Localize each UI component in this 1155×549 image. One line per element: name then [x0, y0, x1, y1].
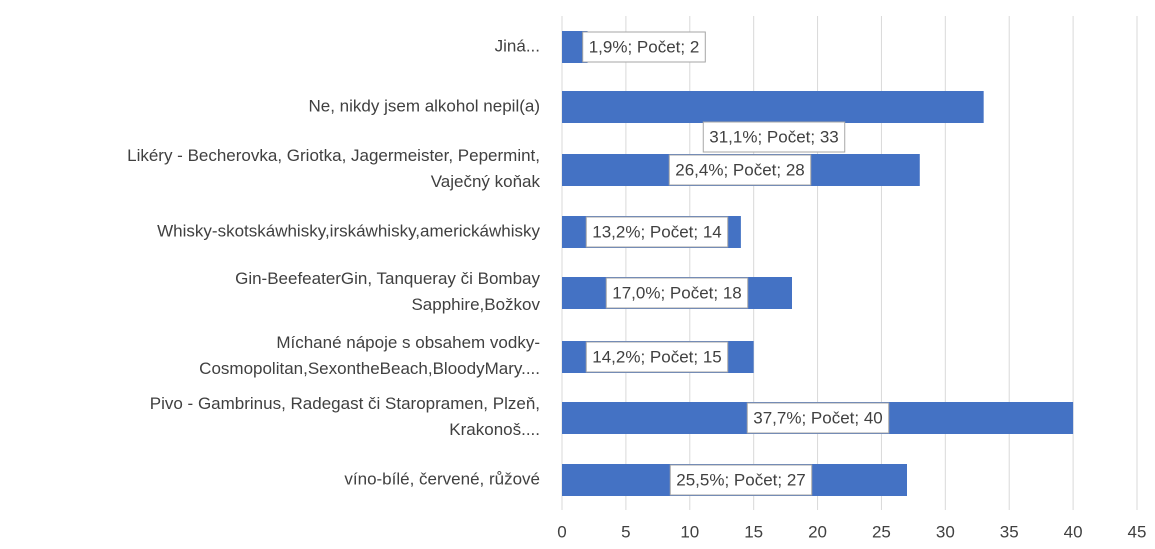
data-label-box [582, 31, 706, 63]
y-tick-label: Likéry - Becherovka, Griotka, Jagermeist… [127, 146, 540, 191]
y-tick-label: Pivo - Gambrinus, Radegast či Staroprame… [150, 394, 540, 439]
data-label: 31,1%; Počet; 33 [709, 127, 838, 146]
y-tick-label: Ne, nikdy jsem alkohol nepil(a) [309, 96, 541, 115]
data-label-box [669, 464, 813, 496]
y-tick-label: Míchané nápoje s obsahem vodky-Cosmopoli… [199, 333, 540, 378]
data-label-box [668, 154, 812, 186]
data-label: 26,4%; Počet; 28 [675, 160, 804, 179]
data-label: 14,2%; Počet; 15 [592, 347, 721, 366]
x-tick-label: 30 [936, 522, 955, 541]
data-label: 37,7%; Počet; 40 [753, 408, 882, 427]
y-tick-label: Gin-BeefeaterGin, Tanqueray či Bombay Sap… [235, 269, 540, 314]
x-tick-label: 20 [808, 522, 827, 541]
data-label: 25,5%; Počet; 27 [676, 470, 805, 489]
data-label: 17,0%; Počet; 18 [612, 283, 741, 302]
data-label: 13,2%; Počet; 14 [592, 222, 721, 241]
y-tick-label: víno-bílé, červené, růžové [344, 469, 540, 488]
y-tick-label: Jiná... [495, 36, 540, 55]
y-tick-label: Whisky-skotskáwhisky,irskáwhisky,americk… [157, 221, 540, 240]
data-label: 1,9%; Počet; 2 [589, 37, 700, 56]
x-tick-label: 0 [557, 522, 566, 541]
x-tick-label: 5 [621, 522, 630, 541]
data-label-box [702, 121, 846, 153]
bar [562, 91, 984, 123]
data-label-box [746, 402, 890, 434]
x-tick-label: 35 [1000, 522, 1019, 541]
x-tick-label: 40 [1064, 522, 1083, 541]
x-tick-label: 45 [1128, 522, 1147, 541]
x-tick-label: 25 [872, 522, 891, 541]
x-tick-label: 10 [680, 522, 699, 541]
data-label-box [585, 341, 729, 373]
data-label-box [605, 277, 749, 309]
data-label-box [585, 216, 729, 248]
data-labels: 1,9%; Počet; 2 31,1%; Počet; 33 26,4%; Poč… [582, 31, 890, 496]
x-tick-label: 15 [744, 522, 763, 541]
